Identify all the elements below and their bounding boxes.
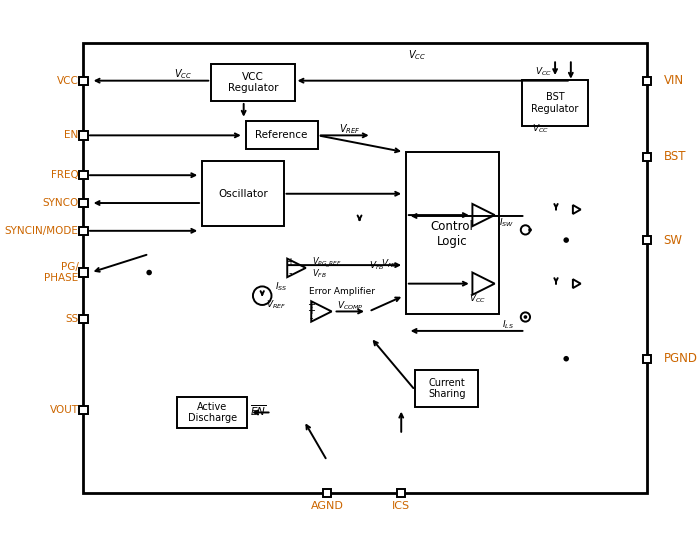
- Text: VCC
Regulator: VCC Regulator: [228, 72, 278, 93]
- Polygon shape: [312, 301, 332, 321]
- Text: BST: BST: [664, 150, 686, 163]
- Bar: [79, 227, 88, 235]
- Polygon shape: [473, 204, 495, 226]
- Circle shape: [521, 312, 530, 321]
- Bar: [79, 131, 88, 140]
- Text: SYNCO: SYNCO: [43, 198, 78, 208]
- Text: +: +: [307, 300, 315, 310]
- Text: $V_{CC}$: $V_{CC}$: [469, 292, 486, 305]
- Polygon shape: [287, 259, 306, 277]
- Bar: [79, 199, 88, 207]
- Text: VIN: VIN: [664, 74, 684, 87]
- Bar: [643, 354, 651, 363]
- Text: $V_{FB}$: $V_{FB}$: [312, 267, 327, 280]
- Bar: [211, 64, 295, 101]
- Text: $I_{SS}$: $I_{SS}$: [275, 280, 288, 293]
- Circle shape: [564, 356, 569, 361]
- Bar: [79, 406, 88, 414]
- Text: ICS: ICS: [392, 501, 410, 511]
- Bar: [79, 171, 88, 180]
- Polygon shape: [473, 272, 495, 295]
- Text: $V_{PG\_REF}$: $V_{PG\_REF}$: [312, 255, 342, 270]
- Text: $V_{CC}$: $V_{CC}$: [535, 65, 552, 78]
- Text: BST
Regulator: BST Regulator: [531, 92, 579, 114]
- Text: Control
Logic: Control Logic: [430, 220, 474, 248]
- Bar: [415, 370, 478, 407]
- Bar: [79, 314, 88, 323]
- Text: SS: SS: [66, 314, 78, 324]
- Text: PGND: PGND: [664, 352, 697, 365]
- Polygon shape: [573, 205, 581, 214]
- Text: SYNCIN/MODE: SYNCIN/MODE: [5, 226, 78, 236]
- Circle shape: [146, 270, 152, 276]
- Text: Current
Sharing: Current Sharing: [428, 377, 466, 399]
- Text: Active
Discharge: Active Discharge: [188, 402, 237, 423]
- Circle shape: [528, 228, 532, 232]
- Text: $V_{REF}$: $V_{REF}$: [266, 298, 286, 311]
- Bar: [79, 268, 88, 277]
- Text: VOUT: VOUT: [50, 405, 78, 415]
- Text: Error Amplifier: Error Amplifier: [309, 287, 374, 296]
- Text: $V_{CC}$: $V_{CC}$: [174, 67, 193, 81]
- Bar: [643, 236, 651, 244]
- Text: VCC: VCC: [57, 76, 78, 86]
- Circle shape: [521, 225, 530, 235]
- Text: -: -: [288, 269, 292, 278]
- Text: SW: SW: [664, 233, 682, 247]
- Bar: [406, 152, 498, 314]
- Text: $V_{FB}$: $V_{FB}$: [381, 257, 397, 270]
- Circle shape: [253, 286, 272, 305]
- Circle shape: [524, 315, 527, 319]
- Text: -: -: [309, 313, 313, 323]
- Bar: [79, 77, 88, 85]
- Bar: [323, 489, 331, 497]
- Bar: [643, 77, 651, 85]
- Text: $V_{COMP}$: $V_{COMP}$: [337, 300, 364, 312]
- Text: $V_{FB}$: $V_{FB}$: [369, 260, 384, 272]
- Bar: [202, 161, 284, 226]
- Text: $I_{SW}$: $I_{SW}$: [499, 216, 514, 229]
- Text: EN: EN: [64, 131, 78, 140]
- Bar: [397, 489, 405, 497]
- Circle shape: [564, 237, 569, 243]
- Text: $V_{REF}$: $V_{REF}$: [340, 122, 361, 136]
- Polygon shape: [573, 279, 581, 288]
- Text: FREQ: FREQ: [51, 170, 78, 180]
- Bar: [246, 122, 318, 149]
- Text: $\overline{EN}$: $\overline{EN}$: [251, 403, 267, 418]
- Bar: [177, 397, 247, 428]
- Text: +: +: [307, 306, 315, 317]
- Text: Reference: Reference: [256, 131, 308, 140]
- Text: AGND: AGND: [311, 501, 344, 511]
- Bar: [83, 43, 647, 493]
- Text: $I_{LS}$: $I_{LS}$: [503, 318, 514, 330]
- Text: $V_{CC}$: $V_{CC}$: [408, 48, 426, 62]
- Text: $V_{CC}$: $V_{CC}$: [532, 123, 549, 135]
- Text: PG/
PHASE: PG/ PHASE: [45, 262, 78, 284]
- Text: Oscillator: Oscillator: [218, 189, 267, 199]
- Text: +: +: [286, 257, 294, 268]
- Bar: [643, 152, 651, 161]
- Bar: [522, 80, 589, 126]
